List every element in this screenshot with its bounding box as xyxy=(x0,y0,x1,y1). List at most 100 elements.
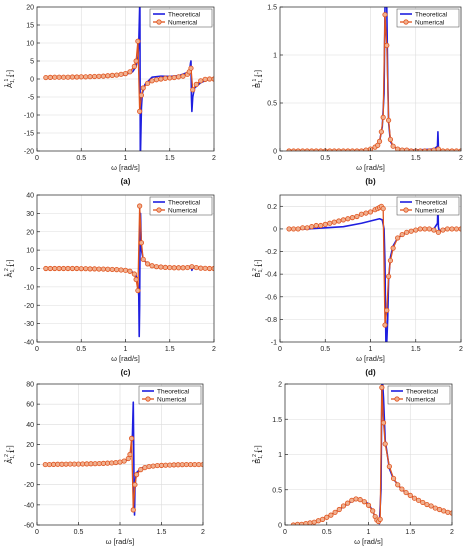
series-numerical-marker xyxy=(357,497,363,503)
series-numerical-marker xyxy=(171,265,177,271)
y-tick-label: -0.8 xyxy=(265,317,277,324)
series-numerical-marker xyxy=(211,76,214,82)
series-numerical-marker xyxy=(336,148,342,151)
x-tick-label: 1 xyxy=(369,346,373,353)
series-numerical-marker xyxy=(304,225,310,231)
x-tick-label: 1.5 xyxy=(157,529,167,536)
panel-label: (c) xyxy=(121,368,131,377)
series-numerical-marker xyxy=(431,227,437,233)
series-numerical-marker xyxy=(377,516,383,522)
x-tick-label: 2 xyxy=(212,346,216,353)
y-axis-label: A1, 11, 2 [-] xyxy=(4,259,16,277)
series-numerical-marker xyxy=(198,265,204,271)
series-numerical-marker xyxy=(340,503,347,509)
series-numerical-marker xyxy=(361,499,367,505)
series-numerical-marker xyxy=(436,506,443,513)
series-numerical-marker xyxy=(318,222,324,229)
legend-theoretical-label: Theoretical xyxy=(157,389,190,396)
y-tick-label: 10 xyxy=(26,41,34,48)
series-numerical-marker xyxy=(385,273,392,280)
series-numerical-marker xyxy=(399,486,405,492)
series-numerical-marker xyxy=(328,512,334,518)
series-numerical-marker xyxy=(167,462,173,468)
series-numerical-marker xyxy=(158,264,164,270)
series-numerical-marker xyxy=(327,148,333,151)
legend-box xyxy=(149,196,213,216)
x-axis-label: ω [rad/s] xyxy=(111,354,140,363)
series-numerical-marker xyxy=(171,74,177,81)
series-numerical-marker xyxy=(96,266,102,272)
series-numerical-marker xyxy=(91,266,98,272)
y-tick-label: -5 xyxy=(28,95,34,102)
y-tick-label: 0.5 xyxy=(267,101,277,108)
y-label-symbol: B xyxy=(253,83,262,88)
y-tick-label: -10 xyxy=(24,284,34,291)
series-numerical-marker xyxy=(193,81,199,88)
y-tick-label: 1.5 xyxy=(272,417,282,424)
y-tick-label: -40 xyxy=(24,340,34,347)
series-group xyxy=(43,203,214,338)
series-numerical-marker xyxy=(353,496,359,502)
legend-box xyxy=(396,196,460,216)
series-numerical-marker xyxy=(189,264,195,270)
series-numerical-marker xyxy=(324,514,330,520)
x-tick-label: 2 xyxy=(459,155,463,162)
panel-label: (b) xyxy=(365,177,376,186)
series-numerical-marker xyxy=(290,148,297,151)
series-numerical-marker xyxy=(146,463,152,470)
series-numerical-marker xyxy=(83,74,89,80)
legend-numerical-label: Numerical xyxy=(168,208,198,215)
panel-f: 0 0.5 1 1.5 2 0 0.5 1 1.5 2 ω [rad/s] B1, 12, 2 [-]… xyxy=(252,382,454,547)
series-numerical-marker xyxy=(440,148,446,151)
series-numerical-marker xyxy=(46,461,53,468)
series-numerical-marker xyxy=(382,12,388,18)
legend-numerical-label: Numerical xyxy=(415,20,445,27)
y-tick-label: 80 xyxy=(26,382,34,389)
series-numerical-marker xyxy=(75,461,82,467)
series-numerical-marker xyxy=(59,461,65,467)
series-numerical-marker xyxy=(211,265,214,272)
series-numerical-marker xyxy=(299,521,305,525)
y-axis-label: B1, 11, 2 [-] xyxy=(252,259,264,277)
series-numerical-marker xyxy=(404,229,410,235)
series-numerical-marker xyxy=(380,205,386,212)
series-numerical-marker xyxy=(385,117,392,123)
series-numerical-marker xyxy=(149,78,155,84)
series-numerical-marker xyxy=(153,77,160,83)
series-numerical-marker xyxy=(349,148,355,151)
series-numerical-marker xyxy=(300,225,306,231)
series-numerical-marker xyxy=(193,264,199,271)
legend-numerical-label: Numerical xyxy=(415,208,445,215)
series-numerical-marker xyxy=(88,461,94,467)
series-numerical-marker xyxy=(132,482,138,488)
series-numerical-marker xyxy=(52,74,58,80)
legend-box xyxy=(396,8,460,28)
series-numerical-marker xyxy=(200,461,203,468)
series-numerical-marker xyxy=(42,461,48,468)
x-axis-label: ω [rad/s] xyxy=(106,537,135,546)
series-numerical-marker xyxy=(96,460,102,467)
y-label-symbol: B xyxy=(253,459,262,464)
series-numerical-marker xyxy=(171,462,177,468)
y-axis-label: B1, 11, 1 [-] xyxy=(252,70,264,88)
series-numerical-marker xyxy=(121,458,127,464)
y-tick-label: 10 xyxy=(26,248,34,255)
series-numerical-marker xyxy=(56,265,62,272)
series-numerical-marker xyxy=(332,509,338,515)
y-tick-label: 0 xyxy=(30,462,34,469)
legend-numerical-marker xyxy=(156,19,162,25)
y-axis-label: A1, 12, 2 [-] xyxy=(4,445,16,463)
x-tick-label: 0.5 xyxy=(74,529,84,536)
series-numerical-marker xyxy=(345,148,351,151)
y-label-unit: [-] xyxy=(5,445,14,454)
series-numerical-marker xyxy=(135,38,141,44)
series-numerical-marker xyxy=(47,74,53,80)
series-numerical-marker xyxy=(435,146,441,151)
series-numerical-marker xyxy=(100,266,106,272)
series-numerical-marker xyxy=(449,148,455,151)
series-numerical-marker xyxy=(74,74,80,80)
series-numerical-marker xyxy=(180,73,186,79)
series-numerical-marker xyxy=(180,265,186,271)
